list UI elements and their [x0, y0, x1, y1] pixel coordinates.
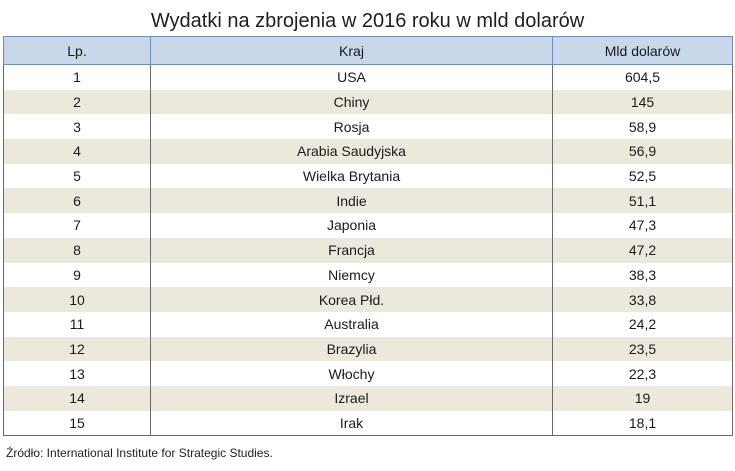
cell-lp: 14	[3, 385, 151, 411]
table-row: 7 Japonia 47,3	[3, 213, 733, 238]
cell-lp: 13	[3, 361, 151, 386]
spending-table: Lp. Kraj Mld dolarów 1 USA 604,5 2 Chiny 145 3…	[3, 36, 733, 437]
cell-country: Niemcy	[150, 262, 553, 288]
cell-country: Izrael	[150, 385, 553, 411]
cell-country: Australia	[150, 311, 553, 337]
cell-lp: 12	[3, 336, 151, 362]
header-lp: Lp.	[3, 36, 151, 65]
table-header-row: Lp. Kraj Mld dolarów	[3, 36, 733, 65]
cell-country: Indie	[150, 188, 553, 214]
table-row: 1 USA 604,5	[3, 64, 733, 90]
table-row: 15 Irak 18,1	[3, 410, 733, 437]
cell-amount: 145	[552, 89, 733, 115]
cell-amount: 19	[552, 385, 733, 411]
source-note: Źródło: International Institute for Stra…	[6, 446, 273, 460]
cell-lp: 15	[3, 410, 151, 437]
cell-amount: 58,9	[552, 114, 733, 140]
cell-amount: 18,1	[552, 410, 733, 437]
cell-amount: 52,5	[552, 163, 733, 189]
table-row: 10 Korea Płd. 33,8	[3, 287, 733, 312]
cell-country: Włochy	[150, 361, 553, 386]
cell-lp: 9	[3, 262, 151, 288]
cell-lp: 2	[3, 89, 151, 115]
table-row: 12 Brazylia 23,5	[3, 336, 733, 362]
cell-country: Arabia Saudyjska	[150, 139, 553, 164]
cell-lp: 1	[3, 64, 151, 90]
cell-country: Brazylia	[150, 336, 553, 362]
cell-country: USA	[150, 64, 553, 90]
cell-lp: 5	[3, 163, 151, 189]
cell-lp: 8	[3, 237, 151, 263]
cell-amount: 33,8	[552, 287, 733, 312]
header-country: Kraj	[150, 36, 553, 65]
table-row: 9 Niemcy 38,3	[3, 262, 733, 288]
table-body: 1 USA 604,5 2 Chiny 145 3 Rosja 58,9 4 Arabia Saud…	[3, 64, 733, 437]
cell-country: Francja	[150, 237, 553, 263]
cell-lp: 10	[3, 287, 151, 312]
cell-amount: 38,3	[552, 262, 733, 288]
cell-lp: 11	[3, 311, 151, 337]
table-row: 14 Izrael 19	[3, 385, 733, 411]
table-row: 13 Włochy 22,3	[3, 361, 733, 386]
table-row: 2 Chiny 145	[3, 89, 733, 115]
cell-lp: 4	[3, 139, 151, 164]
table-row: 5 Wielka Brytania 52,5	[3, 163, 733, 189]
cell-lp: 6	[3, 188, 151, 214]
table-row: 8 Francja 47,2	[3, 237, 733, 263]
cell-country: Wielka Brytania	[150, 163, 553, 189]
cell-country: Japonia	[150, 213, 553, 238]
cell-country: Korea Płd.	[150, 287, 553, 312]
table-row: 4 Arabia Saudyjska 56,9	[3, 139, 733, 164]
table-row: 6 Indie 51,1	[3, 188, 733, 214]
cell-amount: 47,2	[552, 237, 733, 263]
cell-amount: 22,3	[552, 361, 733, 386]
table-row: 3 Rosja 58,9	[3, 114, 733, 140]
cell-country: Rosja	[150, 114, 553, 140]
cell-amount: 604,5	[552, 64, 733, 90]
table-row: 11 Australia 24,2	[3, 311, 733, 337]
header-amount: Mld dolarów	[552, 36, 733, 65]
cell-amount: 47,3	[552, 213, 733, 238]
cell-country: Irak	[150, 410, 553, 437]
cell-lp: 7	[3, 213, 151, 238]
cell-lp: 3	[3, 114, 151, 140]
table-title: Wydatki na zbrojenia w 2016 roku w mld d…	[150, 10, 585, 32]
cell-country: Chiny	[150, 89, 553, 115]
cell-amount: 56,9	[552, 139, 733, 164]
cell-amount: 51,1	[552, 188, 733, 214]
cell-amount: 23,5	[552, 336, 733, 362]
cell-amount: 24,2	[552, 311, 733, 337]
